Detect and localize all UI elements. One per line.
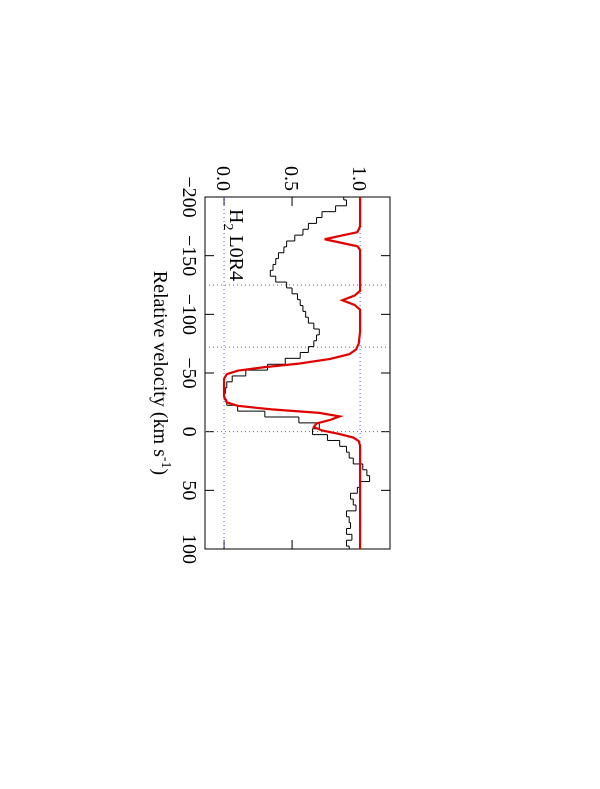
- x-axis-label-superscript: -1: [158, 457, 173, 469]
- model-line: [222, 197, 362, 549]
- x-tick-label: −100: [178, 294, 200, 335]
- x-axis-label: Relative velocity (km s-1): [149, 271, 173, 475]
- x-tick-label: −150: [178, 235, 200, 276]
- annotation-subscript: 2: [220, 223, 235, 230]
- y-tick-label: 0.5: [280, 166, 302, 191]
- x-tick-label: 0: [178, 427, 200, 437]
- annotation-text: H: [225, 209, 247, 223]
- annotation-text: L0R4: [225, 235, 247, 281]
- y-tick-label: 0.0: [212, 166, 234, 191]
- x-tick-label: −200: [178, 176, 200, 217]
- x-axis-label-text: Relative velocity (km s: [149, 271, 171, 457]
- x-tick-label: 100: [178, 534, 200, 564]
- annotation: H2 L0R4: [220, 209, 247, 281]
- rotated-plot: Relative velocity (km s-1) −200 −150 −100 −…: [149, 166, 391, 564]
- x-axis-label-text: ): [149, 469, 171, 476]
- y-tick-label: 1.0: [348, 166, 370, 191]
- x-tick-label: −50: [178, 357, 200, 388]
- x-tick-label: 50: [178, 480, 200, 500]
